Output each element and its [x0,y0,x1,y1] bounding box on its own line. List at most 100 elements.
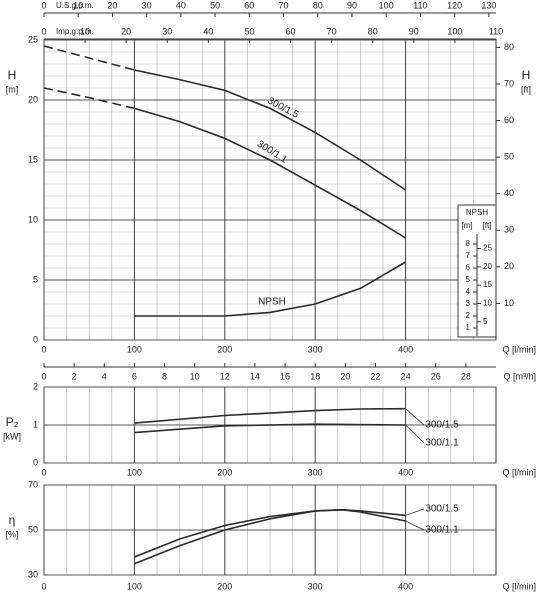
top-axis-tick-label: 100 [379,0,394,10]
top-axis-label: Imp.g.p.m. [56,27,94,36]
y-axis-unit: [m] [6,84,19,94]
bottom-axis2-tick-label: 14 [250,371,260,381]
x-tick-label: 100 [127,344,142,354]
bottom-axis2-tick-label: 26 [431,371,441,381]
top-axis-tick-label: 10 [80,26,90,36]
y-axis-unit: [%] [5,529,18,539]
npsh-tick2-label: 15 [483,280,492,289]
top-axis-tick-label: 30 [142,0,152,10]
bottom-axis2-label: Q [m³/h] [503,371,536,381]
y2-tick-label: 60 [504,115,514,125]
bottom-axis2-tick-label: 24 [401,371,411,381]
top-axis-tick-label: 20 [121,26,131,36]
leader-line [405,508,425,516]
top-axis-tick-label: 50 [244,26,254,36]
y-tick-label: 50 [28,524,38,534]
leader-line [405,520,425,531]
npsh-tick-label: 6 [466,263,471,272]
curve [134,423,406,434]
x-tick-label: 0 [41,467,46,477]
y-tick-label: 15 [28,154,38,164]
top-axis-tick-label: 130 [481,0,496,10]
y-axis-label: η [9,513,16,527]
y2-tick-label: 70 [504,78,514,88]
y2-tick-label: 40 [504,188,514,198]
top-axis-tick-label: 40 [203,26,213,36]
x-tick-label: 200 [217,467,232,477]
y-tick-label: 2 [33,381,38,391]
curve-label: 300/1.5 [425,504,459,515]
npsh-title: NPSH [466,208,488,217]
y-tick-label: 0 [33,334,38,344]
y-tick-label: 0 [33,457,38,467]
top-axis-tick-label: 50 [210,0,220,10]
top-axis-tick-label: 70 [327,26,337,36]
top-axis-tick-label: 40 [176,0,186,10]
top-axis-tick-label: 0 [41,26,46,36]
bottom-axis2-tick-label: 2 [72,371,77,381]
npsh-tick-label: 3 [466,299,471,308]
y-tick-label: 20 [28,94,38,104]
top-axis-tick-label: 70 [279,0,289,10]
npsh-tick-label: 7 [466,251,471,260]
curve [134,107,407,239]
bottom-axis2-tick-label: 12 [220,371,230,381]
x-tick-label: 300 [308,344,323,354]
x-tick-label: 400 [398,581,413,591]
curve-label: NPSH [258,297,286,308]
y-axis-label: P₂ [6,415,19,429]
curve [134,69,407,191]
y-tick-label: 30 [28,569,38,579]
npsh-tick-label: 1 [466,323,471,332]
npsh-tick2-label: 10 [483,299,492,308]
bottom-axis2-tick-label: 28 [461,371,471,381]
top-axis-tick-label: 110 [489,26,503,36]
bottom-axis2-tick-label: 18 [310,371,320,381]
bottom-axis2-tick-label: 20 [340,371,350,381]
bottom-axis2-tick-label: 10 [190,371,200,381]
curve-label: 300/1.5 [425,420,459,431]
top-axis-tick-label: 90 [347,0,357,10]
top-axis-tick-label: 30 [162,26,172,36]
top-axis-tick-label: 20 [107,0,117,10]
leader-line [405,424,425,444]
y2-axis-label: H [522,68,531,82]
curve-extension [43,45,135,71]
top-axis-tick-label: 80 [313,0,323,10]
x-tick-label: 400 [398,344,413,354]
y-tick-label: 10 [28,214,38,224]
x-tick-label: 100 [127,467,142,477]
y-axis-unit: [kW] [3,431,21,441]
x-tick-label: 0 [41,344,46,354]
bottom-axis2-tick-label: 6 [132,371,137,381]
x-axis-label: Q [l/min] [502,344,536,354]
x-tick-label: 400 [398,467,413,477]
top-axis-tick-label: 0 [41,0,46,10]
bottom-axis2-tick-label: 0 [41,371,46,381]
y-tick-label: 25 [28,34,38,44]
y2-tick-label: 50 [504,151,514,161]
top-axis-tick-label: 10 [73,0,83,10]
top-axis-tick-label: 60 [286,26,296,36]
npsh-tick-label: 4 [466,287,471,296]
top-axis-tick-label: 120 [447,0,462,10]
y2-tick-label: 80 [504,42,514,52]
bottom-axis2-tick-label: 4 [102,371,107,381]
curve [134,508,406,565]
y-tick-label: 70 [28,479,38,489]
x-tick-label: 200 [217,344,232,354]
top-axis-tick-label: 80 [368,26,378,36]
x-tick-label: 100 [127,581,142,591]
top-axis-tick-label: 100 [447,26,462,36]
npsh-tick2-label: 5 [483,317,488,326]
top-axis-tick-label: 110 [413,0,427,10]
x-tick-label: 0 [41,581,46,591]
y2-tick-label: 20 [504,261,514,271]
curve-label: 300/1.1 [425,525,459,536]
curve [134,508,406,558]
y2-axis-unit: [ft] [521,84,531,94]
y-tick-label: 1 [33,419,38,429]
bottom-axis2-tick-label: 22 [370,371,380,381]
npsh-tick-label: 5 [466,275,471,284]
leader-line [405,408,425,426]
